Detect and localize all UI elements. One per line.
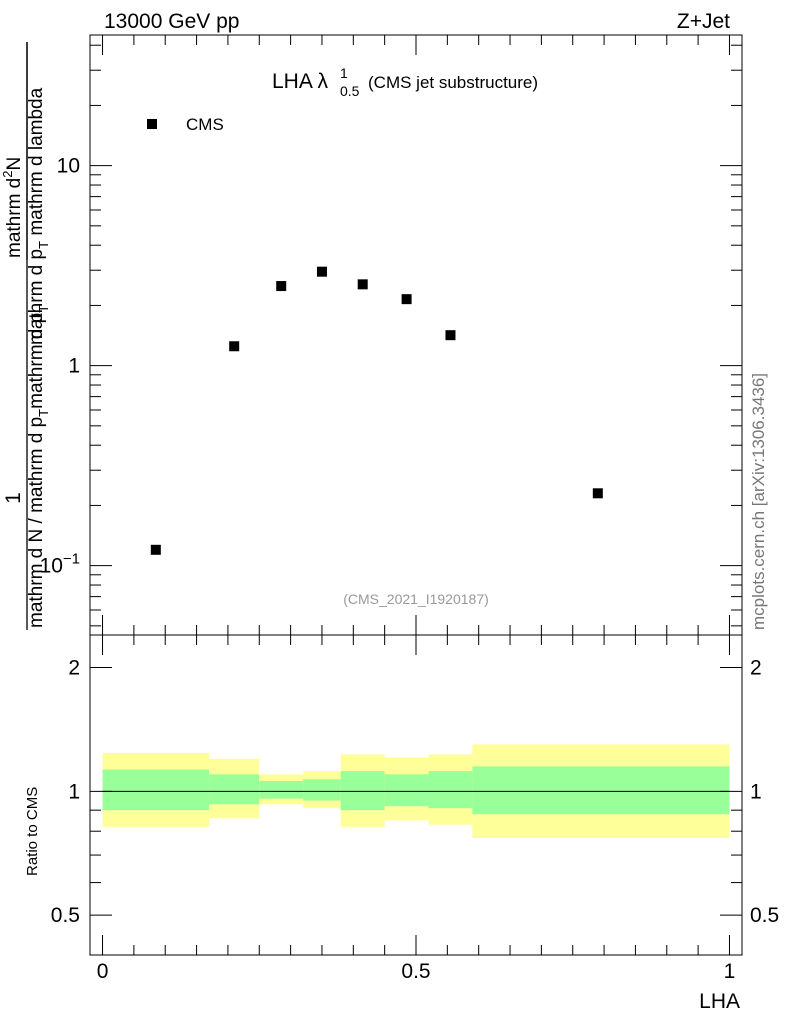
main-y-tick-label-2: 10: [57, 155, 80, 178]
ratio-bands: [102, 744, 730, 839]
analysis-tag: (CMS_2021_I1920187): [343, 591, 489, 607]
data-point-5: [401, 294, 412, 305]
main-y-axis-label: 1 mathrm d N / mathrm d pTmathrm d pT ma…: [0, 42, 51, 630]
main-y-tick-label-0: 10−1: [40, 551, 80, 578]
ylabel-prefix-bottom: mathrm d N / mathrm d pTmathrm d pT: [26, 305, 51, 628]
ratio-band-inner-4: [340, 771, 385, 811]
legend-marker-cms: [147, 119, 157, 129]
ratio-band-inner-3: [303, 779, 341, 801]
main-y-tick-labels: 10−1 1 10: [40, 155, 80, 578]
x-tick-label-2: 1: [724, 960, 736, 983]
ratio-band-inner-6: [428, 771, 473, 809]
data-point-6: [445, 330, 456, 341]
chart-title-main: LHA λ: [272, 70, 329, 93]
ratio-y-tick-labels: 0.5 0.5 1 1 2 2: [51, 657, 779, 928]
main-axis-ticks: [90, 44, 742, 627]
ratio-band-inner-0: [102, 769, 210, 811]
ratio-band-inner-7: [472, 766, 730, 815]
chart-title-sub: 0.5: [340, 83, 360, 99]
ratio-axis-ticks: [90, 667, 742, 956]
data-point-4: [357, 279, 368, 290]
ylabel-numerator: mathrm d2N: [0, 157, 25, 258]
data-point-1: [229, 341, 240, 352]
ylabel-prefix-top: 1: [2, 492, 25, 504]
data-point-2: [276, 281, 287, 292]
data-point-0: [150, 544, 161, 555]
watermark: mcplots.cern.ch [arXiv:1306.3436]: [749, 373, 768, 630]
cms-data-points: [150, 266, 603, 555]
ratio-y-tick-label-right-2: 2: [750, 657, 762, 680]
ratio-y-tick-label-right-1: 1: [750, 780, 762, 803]
chart-title: LHA λ: [272, 70, 329, 93]
main-y-tick-label-1: 1: [68, 355, 80, 378]
legend-label-cms: CMS: [186, 115, 224, 134]
ratio-band-inner-2: [259, 780, 304, 799]
ratio-y-tick-label-right-0: 0.5: [750, 904, 779, 927]
x-axis-label: LHA: [699, 990, 740, 1013]
x-tick-labels: 0 0.5 1: [97, 960, 736, 983]
x-axis-ticks: [102, 35, 730, 955]
ratio-band-inner-1: [209, 774, 260, 805]
x-tick-label-1: 0.5: [401, 960, 430, 983]
chart-title-extra: (CMS jet substructure): [368, 73, 538, 92]
process-label: Z+Jet: [677, 10, 730, 33]
energy-label: 13000 GeV pp: [104, 10, 239, 33]
ratio-y-tick-label-left-1: 1: [68, 780, 80, 803]
ratio-y-axis-label: Ratio to CMS: [24, 787, 41, 876]
chart-title-sup: 1: [340, 65, 348, 81]
ratio-band-inner-5: [384, 774, 429, 807]
ratio-y-tick-label-left-2: 2: [68, 657, 80, 680]
ratio-y-tick-label-left-0: 0.5: [51, 904, 80, 927]
data-point-3: [316, 266, 327, 277]
ylabel-denominator: mathrm d pT mathrm d lambda: [26, 87, 51, 345]
x-tick-label-0: 0: [97, 960, 109, 983]
data-point-7: [592, 488, 603, 499]
